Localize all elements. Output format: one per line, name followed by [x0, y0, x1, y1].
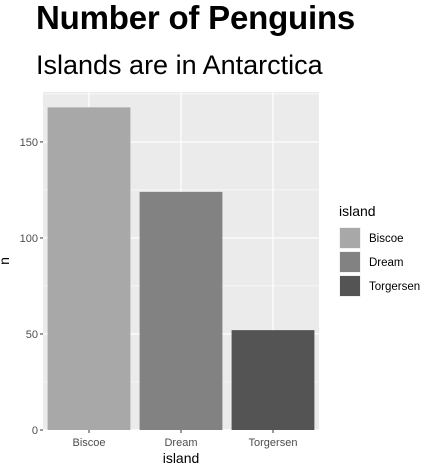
x-tick-label: Dream: [164, 437, 197, 449]
legend-swatch-torgersen: [340, 276, 360, 296]
legend-swatch-biscoe: [340, 228, 360, 248]
chart-title: Number of Penguins: [36, 0, 356, 36]
legend-title: island: [339, 203, 376, 219]
x-tick-label: Biscoe: [72, 437, 105, 449]
legend-swatch-dream: [340, 252, 360, 272]
x-axis-title: island: [163, 450, 200, 464]
chart-subtitle: Islands are in Antarctica: [36, 50, 323, 80]
legend-label: Dream: [369, 257, 404, 269]
y-tick-label: 150: [20, 137, 38, 149]
x-tick-label: Torgersen: [249, 437, 298, 449]
y-tick-label: 50: [26, 329, 38, 341]
bar-dream: [139, 191, 223, 430]
y-tick-label: 0: [32, 425, 38, 437]
legend-label: Torgersen: [369, 281, 420, 293]
legend-label: Biscoe: [369, 233, 404, 245]
y-tick-label: 100: [20, 233, 38, 245]
bar-torgersen: [231, 330, 315, 430]
bar-biscoe: [47, 107, 131, 430]
y-axis-title: n: [0, 257, 12, 265]
